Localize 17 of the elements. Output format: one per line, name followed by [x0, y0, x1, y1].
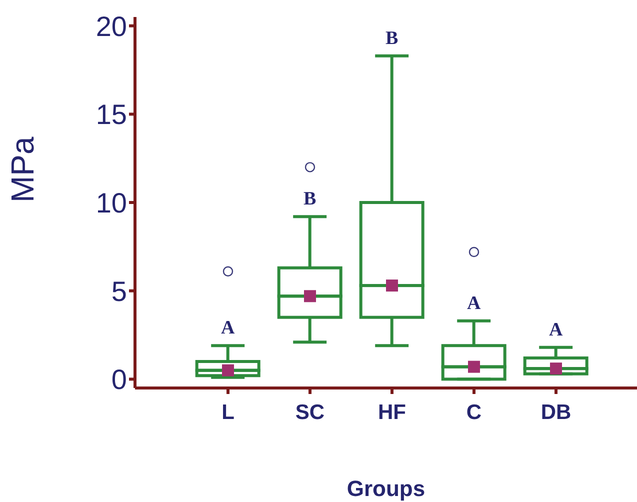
annotation: B — [303, 188, 316, 210]
annotation: A — [220, 318, 235, 339]
x-tick-label: HF — [378, 400, 406, 424]
y-tick-label: 0 — [111, 364, 127, 396]
annotation: A — [548, 319, 563, 340]
x-tick-label: L — [222, 400, 235, 424]
y-axis-title: MPa — [4, 136, 40, 202]
y-tick-label: 20 — [96, 10, 127, 42]
x-tick-label: DB — [540, 400, 572, 424]
x-tick-label: SC — [295, 400, 325, 424]
annotation: A — [466, 292, 481, 314]
y-tick-label: 15 — [96, 99, 127, 130]
annotation: B — [385, 28, 398, 49]
y-tick-label: 10 — [96, 187, 127, 218]
x-axis-title: Groups — [346, 476, 426, 501]
y-tick-label: 5 — [111, 276, 127, 307]
x-tick-label: C — [466, 400, 482, 424]
